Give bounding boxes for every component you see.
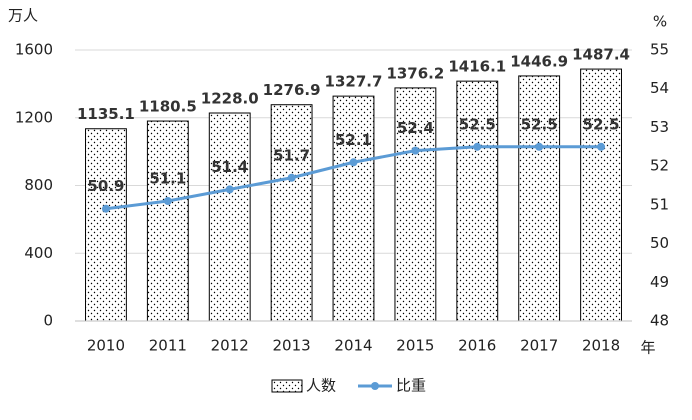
bar	[580, 68, 622, 322]
y-tick-label: 1600	[15, 41, 53, 59]
line-marker	[535, 142, 544, 151]
line-value-label: 51.7	[273, 146, 310, 164]
x-tick-label: 2014	[334, 337, 372, 355]
bar-value-label: 1135.1	[77, 105, 135, 123]
x-unit: 年	[640, 339, 655, 357]
y-tick-label: 0	[43, 312, 53, 330]
line-marker	[349, 158, 358, 167]
bar-value-label: 1180.5	[139, 98, 197, 116]
bar-value-label: 1416.1	[448, 58, 506, 76]
x-tick-label: 2015	[396, 337, 434, 355]
line-value-label: 51.1	[149, 169, 186, 187]
legend-label: 人数	[306, 377, 336, 395]
line-value-label: 52.4	[397, 119, 434, 137]
bar-value-label: 1446.9	[510, 52, 568, 70]
line-marker	[473, 142, 482, 151]
line-value-label: 52.5	[521, 115, 558, 133]
bar	[85, 128, 127, 322]
line-value-label: 50.9	[87, 177, 124, 195]
line-marker	[163, 196, 172, 205]
line-marker	[225, 185, 234, 194]
legend-marker	[371, 382, 379, 390]
line-marker	[597, 142, 606, 151]
bar	[332, 95, 375, 322]
y2-tick-label: 48	[650, 312, 669, 330]
x-tick-label: 2016	[458, 337, 496, 355]
line-value-label: 52.1	[335, 131, 372, 149]
bar-value-label: 1487.4	[572, 46, 630, 64]
y2-tick-label: 54	[650, 79, 669, 97]
y2-tick-label: 49	[650, 273, 669, 291]
bar-value-label: 1327.7	[325, 73, 383, 91]
legend-swatch	[271, 379, 303, 393]
x-tick-label: 2011	[149, 337, 187, 355]
bar	[270, 104, 313, 322]
y2-tick-label: 55	[650, 41, 669, 59]
line-value-label: 52.5	[459, 115, 496, 133]
bar	[146, 120, 189, 322]
line-marker	[411, 146, 420, 155]
bar-value-label: 1376.2	[386, 64, 444, 82]
legend-label: 比重	[396, 377, 426, 395]
y2-tick-label: 51	[650, 195, 669, 213]
x-tick-label: 2012	[211, 337, 249, 355]
y-tick-label: 400	[24, 244, 53, 262]
y2-tick-label: 50	[650, 234, 669, 252]
line-marker	[287, 173, 296, 182]
y2-tick-label: 52	[650, 157, 669, 175]
bar-value-label: 1276.9	[263, 81, 321, 99]
x-tick-label: 2010	[87, 337, 125, 355]
line-value-label: 51.4	[211, 158, 248, 176]
bar	[518, 75, 561, 322]
line-value-label: 52.5	[583, 115, 620, 133]
y-tick-label: 800	[24, 176, 53, 194]
y2-unit: %	[653, 13, 667, 31]
bar	[208, 112, 251, 322]
line-marker	[101, 204, 110, 213]
x-tick-label: 2018	[582, 337, 620, 355]
x-tick-label: 2017	[520, 337, 558, 355]
y2-tick-label: 53	[650, 118, 669, 136]
bar-value-label: 1228.0	[201, 90, 259, 108]
bar	[456, 80, 499, 322]
y-tick-label: 1200	[15, 108, 53, 126]
x-tick-label: 2013	[273, 337, 311, 355]
y-unit: 万人	[8, 7, 38, 25]
